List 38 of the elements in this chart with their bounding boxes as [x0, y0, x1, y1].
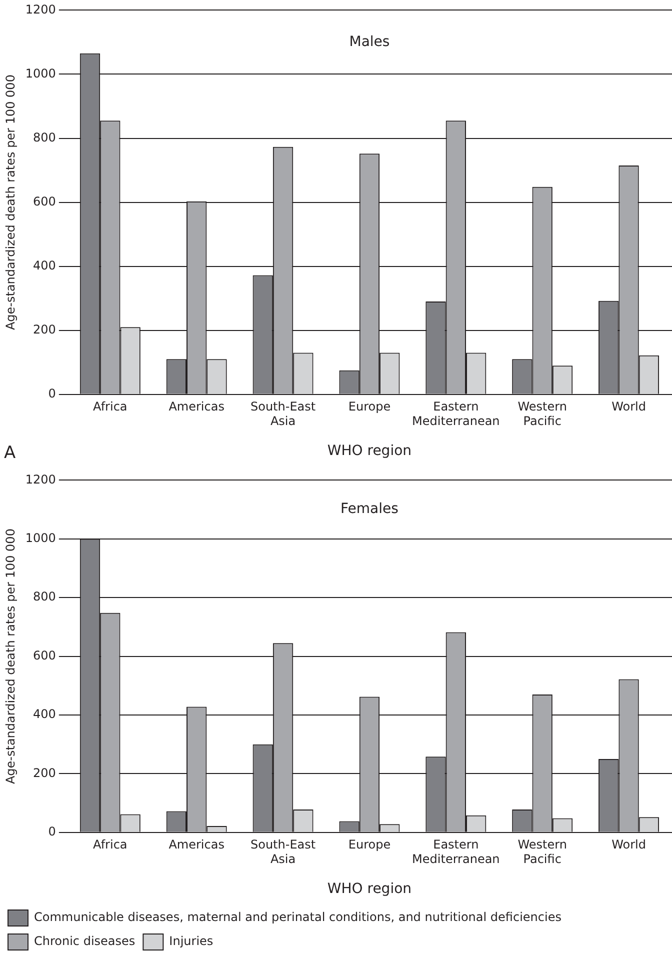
- x-tick-label: Africa: [93, 400, 128, 414]
- x-tick-label: South-East Asia: [250, 838, 316, 866]
- y-tick-label: 800: [33, 590, 56, 604]
- x-tick-label: Americas: [168, 838, 224, 852]
- x-tick-label: World: [612, 838, 646, 852]
- x-tick-label: Eastern Mediterranean: [412, 400, 500, 428]
- x-tick-label: South-East Asia: [250, 400, 316, 428]
- x-axis-title: WHO region: [327, 443, 412, 460]
- legend-label: Chronic diseases: [34, 934, 136, 948]
- y-tick-label: 0: [48, 386, 56, 401]
- y-axis-title: Age-standardized death rates per 100 000: [3, 74, 18, 330]
- x-tick-label: Western Pacific: [518, 400, 567, 428]
- text: A: [4, 442, 16, 463]
- y-tick-label: 200: [33, 322, 56, 336]
- y-tick-label: 1200: [25, 472, 56, 486]
- y-tick-label: 1000: [25, 531, 56, 546]
- y-tick-label: 200: [33, 766, 56, 780]
- legend-label: Injuries: [169, 934, 214, 948]
- x-axis-title: WHO region: [327, 881, 412, 898]
- x-tick-label: World: [612, 400, 646, 414]
- y-tick-label: 400: [33, 707, 56, 722]
- legend-label: Communicable diseases, maternal and perinatal conditions, and nutritional deficiencies: [34, 910, 562, 924]
- text: Males: [349, 34, 390, 50]
- x-tick-label: Eastern Mediterranean: [412, 838, 500, 866]
- y-tick-label: 1200: [25, 2, 56, 16]
- x-tick-label: Africa: [93, 838, 128, 852]
- y-tick-label: 0: [48, 824, 56, 839]
- y-tick-label: 800: [33, 130, 56, 144]
- y-tick-label: 600: [33, 648, 56, 662]
- text: Females: [340, 501, 398, 518]
- y-tick-label: 600: [33, 194, 56, 208]
- y-axis-title: Age-standardized death rates per 100 000: [3, 528, 18, 784]
- x-tick-label: Americas: [168, 400, 224, 414]
- x-tick-label: Western Pacific: [518, 838, 567, 866]
- y-tick-label: 1000: [25, 66, 56, 80]
- x-tick-label: Europe: [348, 400, 391, 414]
- y-tick-label: 400: [33, 258, 56, 272]
- x-tick-label: Europe: [348, 838, 391, 852]
